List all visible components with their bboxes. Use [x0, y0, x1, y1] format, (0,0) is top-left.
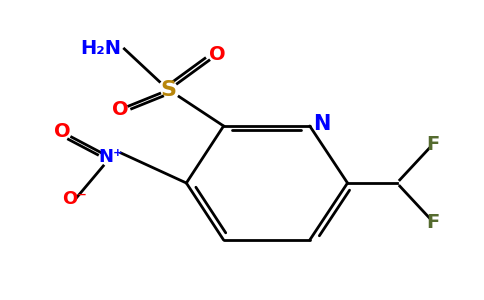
Text: H₂N: H₂N	[80, 38, 121, 58]
Text: F: F	[426, 212, 440, 232]
Text: S: S	[160, 80, 177, 100]
Text: F: F	[426, 134, 440, 154]
Text: O: O	[54, 122, 70, 142]
Text: O: O	[112, 100, 128, 119]
Text: N⁺: N⁺	[98, 148, 122, 166]
Text: O⁻: O⁻	[62, 190, 88, 208]
Text: N: N	[313, 115, 331, 134]
Text: O: O	[210, 44, 226, 64]
